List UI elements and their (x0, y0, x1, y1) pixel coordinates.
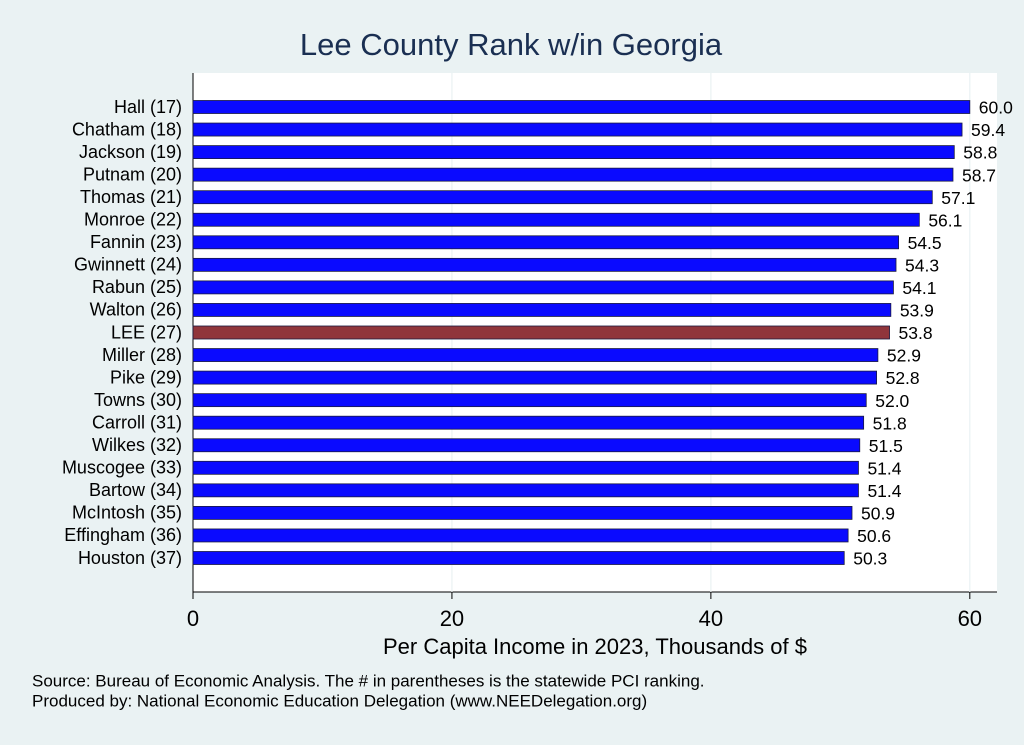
note: Source: Bureau of Economic Analysis. The… (32, 671, 705, 690)
bar (192, 145, 955, 160)
x-axis-label: Per Capita Income in 2023, Thousands of … (383, 634, 807, 659)
value-label: 51.8 (873, 413, 907, 433)
value-label: 58.7 (962, 165, 996, 185)
bar (192, 190, 933, 205)
bar (192, 100, 971, 114)
y-tick-label: Miller (28) (102, 345, 182, 365)
bar (192, 415, 865, 430)
bar (192, 280, 894, 295)
y-tick-label: Effingham (36) (64, 525, 182, 545)
y-tick-label: Rabun (25) (92, 277, 182, 297)
bar (192, 235, 900, 250)
value-label: 54.5 (908, 233, 942, 253)
y-tick-label: Hall (17) (114, 97, 182, 117)
value-label: 54.3 (905, 255, 939, 275)
y-tick-label: Pike (29) (110, 367, 182, 387)
value-label: 50.9 (861, 504, 895, 524)
value-label: 53.8 (899, 323, 933, 343)
y-tick-label: Putnam (20) (83, 164, 182, 184)
bar (192, 505, 853, 520)
y-tick-label: Muscogee (33) (62, 458, 182, 478)
y-tick-label: Carroll (31) (92, 412, 182, 432)
bar (192, 393, 867, 408)
bar (192, 438, 861, 453)
y-tick-label: Houston (37) (78, 548, 182, 568)
y-tick-label: Gwinnett (24) (74, 255, 182, 275)
y-tick-label: Bartow (34) (89, 480, 182, 500)
value-label: 51.5 (869, 436, 903, 456)
bar (192, 483, 859, 498)
y-tick-label: McIntosh (35) (72, 503, 182, 523)
note: Produced by: National Economic Education… (32, 691, 647, 710)
value-label: 52.0 (875, 391, 909, 411)
x-tick-label: 20 (440, 606, 464, 631)
value-label: 56.1 (928, 210, 962, 230)
x-tick-label: 40 (699, 606, 723, 631)
bar (192, 348, 879, 362)
x-tick-label: 60 (958, 606, 982, 631)
value-label: 52.9 (887, 346, 921, 366)
value-label: 52.8 (886, 368, 920, 388)
y-tick-label: Towns (30) (94, 390, 182, 410)
y-tick-label: Thomas (21) (80, 187, 182, 207)
value-label: 50.3 (853, 549, 887, 569)
y-tick-label: LEE (27) (111, 322, 182, 342)
bar (192, 370, 877, 385)
bar (192, 551, 845, 565)
chart-title: Lee County Rank w/in Georgia (300, 27, 723, 62)
bar (192, 528, 849, 543)
value-label: 53.9 (900, 301, 934, 321)
value-label: 58.8 (963, 143, 997, 163)
bar (192, 212, 920, 227)
y-tick-label: Monroe (22) (84, 210, 182, 230)
bar (192, 122, 963, 137)
value-label: 60.0 (979, 98, 1013, 118)
value-label: 57.1 (941, 188, 975, 208)
value-label: 50.6 (857, 526, 891, 546)
value-label: 51.4 (867, 481, 901, 501)
value-label: 59.4 (971, 120, 1005, 140)
bar (192, 257, 897, 272)
bar (192, 303, 892, 317)
bar (192, 167, 954, 182)
y-tick-label: Walton (26) (90, 300, 182, 320)
y-tick-label: Fannin (23) (90, 232, 182, 252)
bar (192, 460, 859, 475)
y-tick-label: Jackson (19) (79, 142, 182, 162)
value-label: 51.4 (867, 458, 901, 478)
y-tick-label: Wilkes (32) (92, 435, 182, 455)
x-tick-label: 0 (187, 606, 199, 631)
value-label: 54.1 (902, 278, 936, 298)
y-tick-label: Chatham (18) (72, 119, 182, 139)
bar (192, 325, 890, 340)
